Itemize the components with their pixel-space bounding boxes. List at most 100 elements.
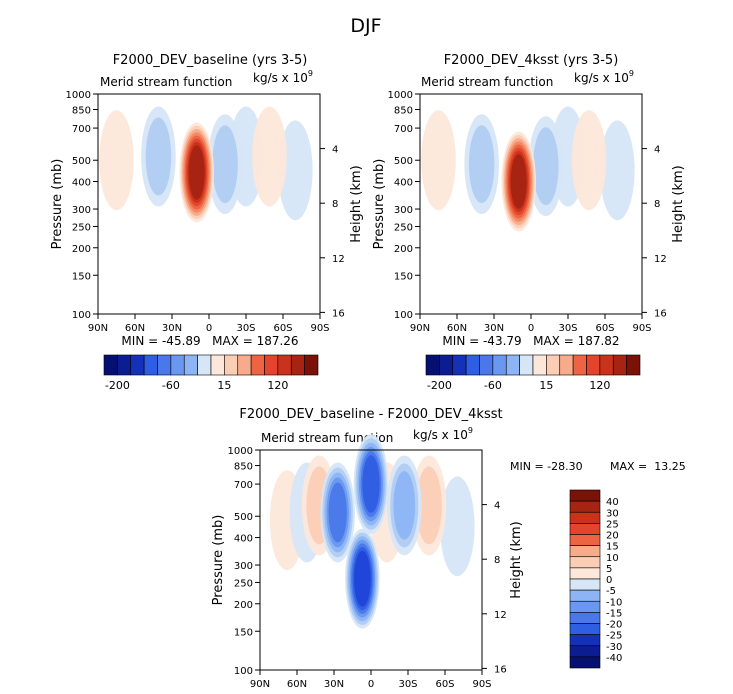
contour-band — [600, 120, 635, 221]
y-tick-label: 200 — [394, 244, 413, 255]
colorbar-cell — [157, 354, 172, 376]
axes: 90N 60N 30N 0 30S 60S 90S 100 150 200 250 300 400 500… — [66, 90, 345, 334]
panel-difference: F2000_DEV_baseline - F2000_DEV_4ksst Mer… — [211, 407, 686, 690]
y-tick-label: 300 — [234, 561, 253, 572]
y-tick-label: 850 — [234, 462, 253, 473]
contour-band — [440, 476, 475, 577]
colorbar-tick-label: -5 — [606, 586, 616, 597]
y-tick-label: 1000 — [388, 90, 413, 101]
x-tick-label: 30N — [484, 323, 504, 334]
colorbar-cell — [569, 656, 601, 669]
units-label: kg/s x 109 — [413, 426, 473, 442]
colorbar-cell — [425, 354, 440, 376]
x-tick-label: 30N — [162, 323, 182, 334]
y2-tick-label: 8 — [332, 199, 338, 210]
x-tick-label: 90N — [250, 679, 270, 690]
x-tick-label: 30S — [398, 679, 417, 690]
y2-tick-label: 16 — [332, 308, 345, 319]
y2-tick-label: 4 — [494, 501, 500, 512]
colorbar-cell — [183, 354, 198, 376]
y-tick-label: 700 — [72, 124, 91, 135]
panel-title: F2000_DEV_baseline - F2000_DEV_4ksst — [239, 407, 502, 422]
y-tick-label: 200 — [234, 600, 253, 611]
colorbar-cell — [569, 645, 601, 658]
colorbar-cell — [569, 612, 601, 624]
y2-tick-label: 8 — [654, 199, 660, 210]
y-tick-label: 400 — [72, 178, 91, 189]
y2-tick-label: 4 — [654, 145, 660, 156]
y-tick-label: 150 — [394, 271, 413, 282]
stats-label: MIN = -45.89 MAX = 187.26 — [121, 334, 298, 348]
x-tick-label: 30N — [324, 679, 344, 690]
contour-band — [354, 550, 371, 607]
y-tick-label: 1000 — [66, 90, 91, 101]
contour-band — [252, 106, 287, 207]
figure-title: DJF — [350, 15, 381, 37]
contour-band — [510, 154, 527, 209]
colorbar-cell — [210, 354, 225, 376]
contour-field — [98, 94, 320, 314]
colorbar-cell — [572, 354, 587, 376]
contour-band — [421, 110, 456, 211]
colorbar-cell — [452, 354, 467, 376]
y2-tick-label: 12 — [494, 610, 507, 621]
colorbar-cell — [569, 511, 601, 524]
colorbar-tick-label: 15 — [217, 379, 231, 392]
x-tick-label: 60N — [125, 323, 145, 334]
x-tick-label: 60S — [435, 679, 454, 690]
colorbar-cell — [224, 354, 239, 376]
x-tick-label: 90S — [632, 323, 651, 334]
y-tick-label: 500 — [394, 156, 413, 167]
contour-band — [145, 117, 172, 196]
x-tick-label: 60S — [273, 323, 292, 334]
colorbar-tick-label: 10 — [606, 553, 619, 564]
colorbar: -200 -60 15 120 — [425, 354, 641, 392]
colorbar-cell — [439, 354, 454, 376]
colorbar-tick-label: 15 — [606, 542, 619, 553]
colorbar-cell — [304, 354, 319, 376]
colorbar-tick-label: -60 — [484, 379, 502, 392]
colorbar-cell — [130, 354, 145, 376]
colorbar-tick-label: -60 — [162, 379, 180, 392]
colorbar-cell — [569, 489, 601, 502]
colorbar-cell — [519, 354, 534, 376]
x-tick-label: 60N — [447, 323, 467, 334]
y-axis-label: Pressure (mb) — [50, 159, 65, 250]
units-label: kg/s x 109 — [574, 69, 634, 85]
units-label: kg/s x 109 — [253, 69, 313, 85]
axes: 90N 60N 30N 0 30S 60S 90S 100 150 200 250 300 400 500… — [228, 446, 507, 690]
x-tick-label: 90N — [88, 323, 108, 334]
contour-field — [420, 94, 642, 314]
colorbar-cell — [569, 600, 601, 613]
y2-tick-label: 12 — [654, 254, 667, 265]
x-tick-label: 30S — [558, 323, 577, 334]
contour-band — [188, 145, 205, 200]
colorbar-tick-label: 25 — [606, 519, 619, 530]
x-tick-label: 60S — [595, 323, 614, 334]
colorbar-tick-label: 40 — [606, 497, 619, 508]
y2-tick-label: 16 — [654, 308, 667, 319]
panel-subtitle: Merid stream function — [421, 75, 553, 89]
colorbar-cell — [290, 354, 305, 376]
y-tick-label: 300 — [72, 205, 91, 216]
colorbar-cell — [532, 354, 547, 376]
panel-baseline: F2000_DEV_baseline (yrs 3-5) Merid strea… — [50, 53, 364, 392]
y-tick-label: 400 — [234, 534, 253, 545]
colorbar-cell — [612, 354, 627, 376]
y-tick-label: 500 — [234, 512, 253, 523]
y-tick-label: 250 — [394, 222, 413, 233]
colorbar-cell — [143, 354, 158, 376]
colorbar-cell — [569, 589, 601, 602]
y2-axis-label: Height (km) — [349, 165, 364, 242]
colorbar-cell — [586, 354, 601, 376]
colorbar-cell — [569, 567, 601, 580]
y2-axis-label: Height (km) — [671, 165, 686, 242]
panel-subtitle: Merid stream function — [100, 75, 232, 89]
colorbar-cell — [626, 354, 641, 376]
colorbar-cell — [569, 523, 601, 535]
colorbar-cell — [492, 354, 507, 376]
colorbar-cell — [569, 534, 601, 546]
x-tick-label: 0 — [528, 323, 534, 334]
